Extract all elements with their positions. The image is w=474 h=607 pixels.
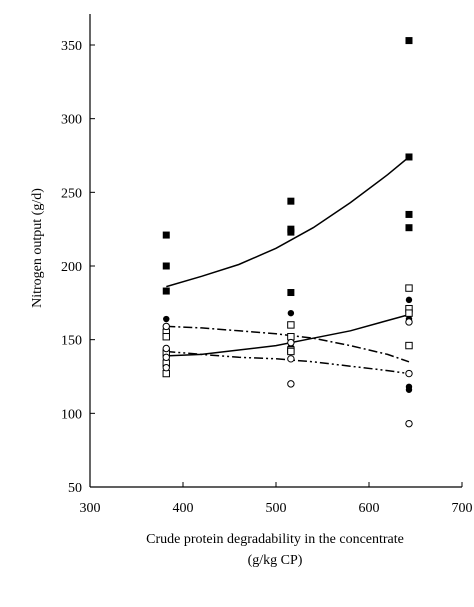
fit-lines [166, 156, 410, 375]
data-point-filled-square [162, 231, 170, 239]
axes: 50 100 150 200 250 300 350 300 400 500 600 700 [61, 14, 473, 516]
y-tick-label: 250 [61, 186, 82, 201]
x-axis-label: Crude protein degradability in the conce… [146, 532, 404, 547]
data-point-open-circle [162, 353, 170, 362]
axis-labels: Nitrogen output (g/d) Crude protein degr… [30, 188, 404, 568]
data-point-open-circle [287, 355, 295, 363]
data-point-filled-circle [405, 296, 413, 304]
y-axis-label: Nitrogen output (g/d) [30, 188, 45, 308]
data-point-filled-square [287, 228, 295, 236]
x-tick-label: 700 [452, 501, 473, 516]
x-tick-label: 600 [359, 501, 380, 516]
y-tick-label: 50 [68, 481, 82, 496]
data-point-filled-circle [405, 386, 413, 393]
data-point-open-circle [162, 363, 170, 372]
data-point-filled-square [162, 262, 170, 270]
data-point-open-circle [405, 318, 413, 326]
data-point-filled-circle [287, 309, 295, 317]
data-point-open-square [287, 347, 295, 356]
data-point-filled-square [287, 197, 295, 205]
fit-line-3 [166, 325, 410, 363]
data-point-open-square [405, 341, 413, 350]
fit-line-2 [166, 313, 410, 357]
data-point-filled-circle [163, 315, 170, 323]
data-point-open-square [287, 321, 295, 329]
data-point-filled-square [162, 287, 170, 295]
data-point-open-circle [162, 322, 170, 331]
fit-line-4 [166, 350, 410, 375]
fit-line-1 [166, 156, 410, 288]
data-point-open-circle [162, 344, 170, 353]
y-tick-label: 200 [61, 260, 82, 275]
y-tick-label: 150 [61, 334, 82, 349]
data-point-filled-square [405, 153, 413, 161]
data-point-open-square [405, 309, 413, 317]
data-point-open-circle [405, 369, 413, 378]
x-tick-label: 400 [173, 501, 194, 516]
data-point-open-circle [405, 419, 413, 428]
data-point-filled-square [287, 289, 295, 297]
x-tick-label: 300 [80, 501, 101, 516]
y-tick-label: 100 [61, 407, 82, 422]
data-point-filled-square [405, 224, 413, 232]
y-tick-label: 300 [61, 113, 82, 128]
x-axis-label-units: (g/kg CP) [248, 553, 303, 568]
data-point-filled-square [405, 210, 413, 218]
x-tick-label: 500 [266, 501, 287, 516]
data-point-filled-square [405, 37, 413, 45]
data-point-open-square [162, 333, 170, 341]
data-point-open-square [405, 284, 413, 292]
data-points [162, 37, 413, 428]
y-tick-label: 350 [61, 39, 82, 54]
data-point-open-circle [287, 380, 295, 388]
data-point-open-circle [287, 338, 295, 347]
